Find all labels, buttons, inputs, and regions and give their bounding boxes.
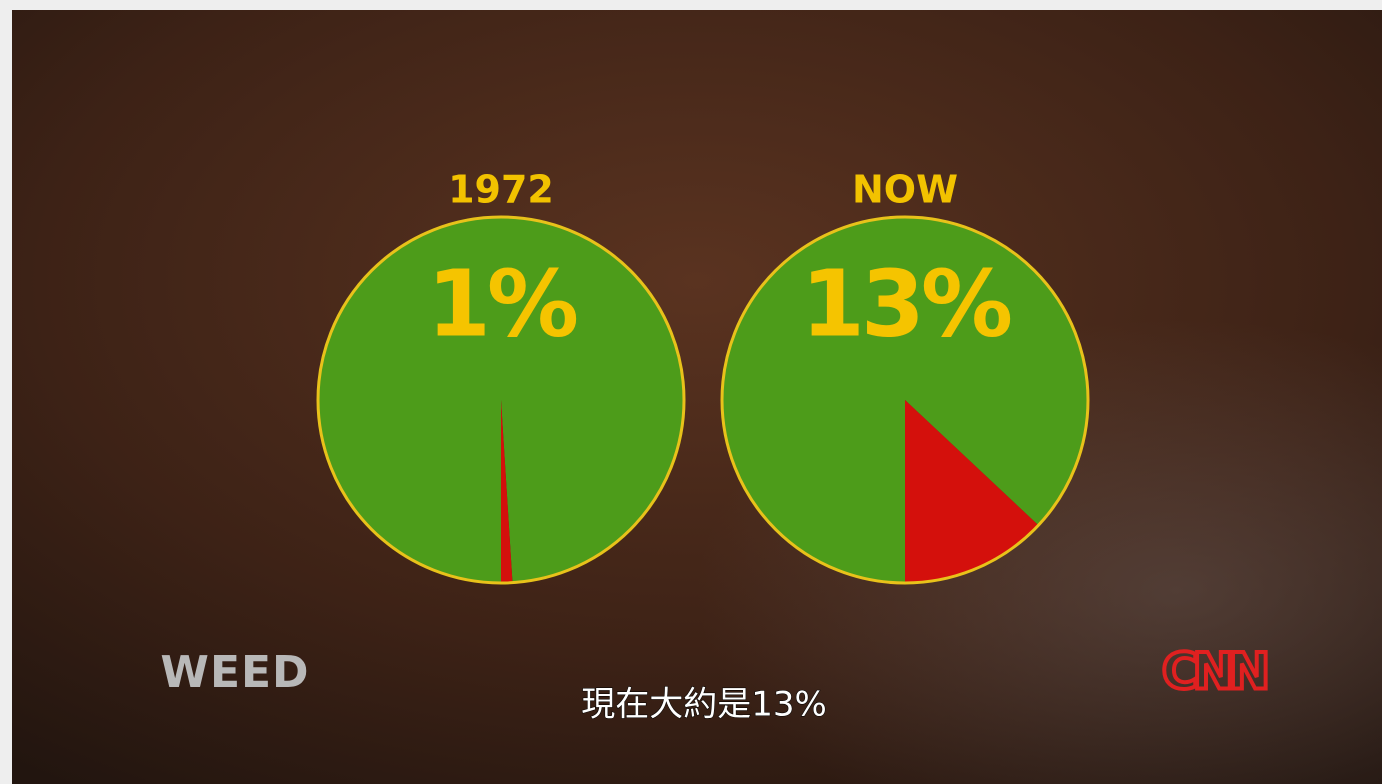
frame: 1972 1% NOW 13% WEED CNN 現在大約是13% [0,0,1382,784]
pie-title: 1972 [448,168,554,212]
subtitle-caption: 現在大約是13% [581,685,827,725]
pie-title: NOW [852,168,958,212]
show-name: WEED [160,647,309,698]
value-label: 1% [427,250,577,357]
value-label: 13% [801,250,1011,357]
logo: CNN [1162,643,1267,701]
